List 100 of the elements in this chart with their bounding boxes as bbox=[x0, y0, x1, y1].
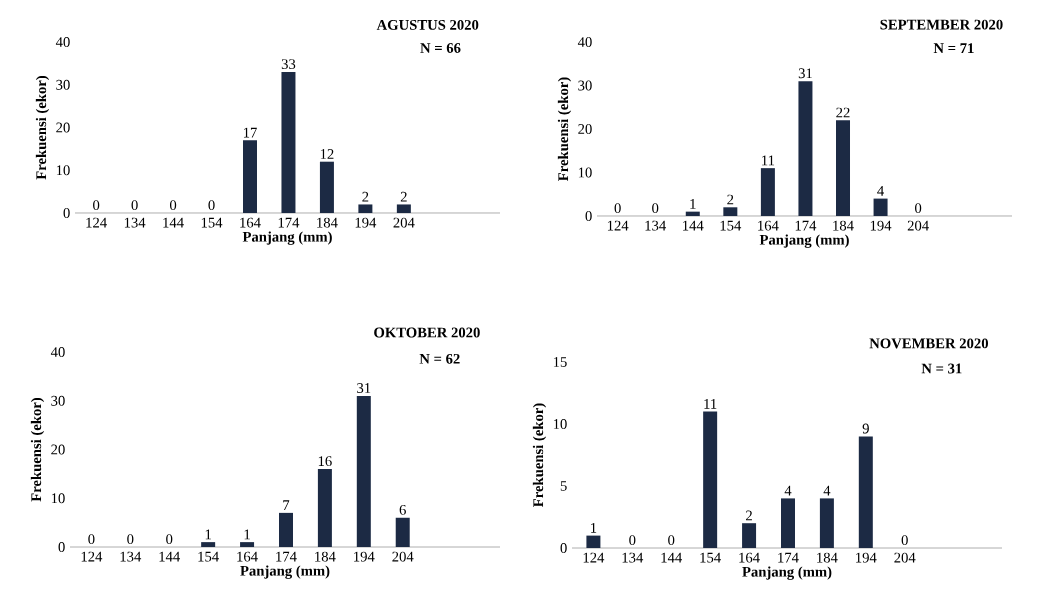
x-axis-title: Panjang (mm) bbox=[242, 231, 332, 245]
y-tick-label: 5 bbox=[560, 481, 567, 491]
data-label: 0 bbox=[131, 200, 138, 211]
y-tick-label: 40 bbox=[50, 347, 65, 357]
y-axis-title: Frekuensi (ekor) bbox=[557, 77, 572, 181]
x-tick-label: 134 bbox=[622, 552, 644, 563]
data-label: 0 bbox=[652, 203, 659, 214]
x-tick-label: 154 bbox=[700, 552, 721, 563]
x-tick-label: 174 bbox=[795, 220, 817, 231]
y-tick-label: 40 bbox=[55, 37, 70, 47]
y-tick-label: 10 bbox=[553, 419, 567, 429]
data-label: 0 bbox=[169, 200, 177, 211]
bar bbox=[836, 120, 851, 216]
data-label: 0 bbox=[127, 534, 134, 545]
data-label: 2 bbox=[400, 191, 407, 202]
y-tick-label: 0 bbox=[63, 208, 70, 218]
x-tick-label: 154 bbox=[198, 551, 219, 562]
x-axis-title: Panjang (mm) bbox=[759, 234, 849, 248]
x-axis-title: Panjang (mm) bbox=[742, 566, 832, 580]
data-label: 22 bbox=[836, 107, 850, 118]
x-tick-label: 144 bbox=[163, 217, 184, 228]
bar bbox=[685, 211, 700, 216]
data-label: 12 bbox=[320, 149, 334, 159]
chart-subtitle: N = 71 bbox=[933, 43, 974, 53]
x-tick-label: 204 bbox=[393, 217, 415, 228]
y-tick-label: 0 bbox=[58, 542, 65, 552]
x-tick-label: 144 bbox=[683, 220, 704, 231]
x-tick-label: 204 bbox=[907, 220, 929, 231]
bar bbox=[278, 512, 293, 547]
data-label: 33 bbox=[281, 59, 296, 69]
y-tick-label: 30 bbox=[51, 395, 65, 406]
x-tick-label: 134 bbox=[120, 551, 142, 562]
data-label: 17 bbox=[243, 127, 257, 138]
bar bbox=[317, 469, 332, 547]
bar bbox=[760, 168, 775, 216]
data-label: 16 bbox=[318, 456, 332, 467]
y-tick-label: 20 bbox=[578, 124, 592, 134]
bar bbox=[240, 542, 255, 547]
chart-title: OKTOBER 2020 bbox=[374, 327, 480, 338]
x-tick-label: 144 bbox=[661, 552, 683, 563]
chart-subtitle: N = 31 bbox=[921, 363, 962, 374]
y-axis-title: Frekuensi (ekor) bbox=[532, 403, 547, 507]
data-label: 4 bbox=[877, 186, 885, 196]
data-label: 4 bbox=[784, 485, 792, 496]
x-tick-label: 124 bbox=[86, 217, 107, 228]
x-tick-label: 134 bbox=[645, 220, 666, 231]
y-tick-label: 15 bbox=[553, 357, 567, 367]
y-axis-title: Frekuensi (ekor) bbox=[30, 397, 45, 502]
bar bbox=[780, 498, 795, 548]
y-tick-label: 10 bbox=[578, 167, 592, 178]
x-tick-label: 184 bbox=[315, 551, 336, 562]
bar bbox=[858, 436, 873, 548]
y-tick-label: 30 bbox=[578, 80, 592, 91]
y-tick-label: 0 bbox=[585, 211, 592, 221]
bar bbox=[395, 517, 410, 547]
x-tick-label: 184 bbox=[317, 217, 338, 228]
x-tick-label: 174 bbox=[278, 217, 300, 228]
y-tick-label: 0 bbox=[560, 543, 567, 553]
data-label: 0 bbox=[166, 534, 173, 545]
x-tick-label: 194 bbox=[870, 220, 892, 231]
y-tick-label: 20 bbox=[56, 122, 70, 133]
bar bbox=[798, 81, 813, 216]
x-tick-label: 164 bbox=[739, 552, 760, 563]
y-tick-label: 10 bbox=[51, 493, 65, 504]
data-label: 2 bbox=[746, 510, 752, 521]
data-label: 0 bbox=[93, 200, 100, 211]
data-label: 1 bbox=[591, 522, 597, 533]
x-tick-label: 154 bbox=[201, 217, 223, 228]
x-tick-label: 174 bbox=[276, 551, 297, 562]
data-label: 1 bbox=[690, 199, 696, 209]
chart-title: AGUSTUS 2020 bbox=[376, 19, 479, 30]
x-tick-label: 184 bbox=[833, 220, 854, 231]
bar bbox=[873, 198, 888, 216]
chart-title: NOVEMBER 2020 bbox=[869, 338, 989, 349]
data-label: 4 bbox=[823, 485, 831, 496]
data-label: 0 bbox=[668, 535, 675, 546]
data-label: 2 bbox=[362, 191, 369, 202]
y-tick-label: 40 bbox=[577, 37, 592, 47]
bar bbox=[356, 395, 371, 547]
chart-subtitle: N = 62 bbox=[419, 353, 460, 364]
x-tick-label: 194 bbox=[354, 551, 375, 562]
bar bbox=[281, 71, 296, 213]
data-label: 0 bbox=[915, 203, 922, 214]
data-label: 0 bbox=[629, 535, 636, 546]
bar bbox=[586, 535, 601, 548]
y-tick-label: 30 bbox=[56, 79, 70, 90]
x-tick-label: 204 bbox=[392, 551, 414, 562]
bar bbox=[396, 204, 411, 213]
x-tick-label: 164 bbox=[237, 551, 258, 562]
chart-subtitle: N = 66 bbox=[420, 43, 461, 53]
y-tick-label: 20 bbox=[51, 444, 65, 455]
x-tick-label: 164 bbox=[758, 220, 779, 231]
data-label: 1 bbox=[244, 529, 250, 540]
data-label: 11 bbox=[762, 155, 775, 166]
data-label: 7 bbox=[283, 500, 290, 510]
x-tick-label: 174 bbox=[778, 552, 799, 563]
x-tick-label: 164 bbox=[240, 217, 261, 228]
x-axis-title: Panjang (mm) bbox=[240, 565, 330, 579]
data-label: 0 bbox=[208, 200, 215, 211]
x-tick-label: 204 bbox=[894, 552, 916, 563]
